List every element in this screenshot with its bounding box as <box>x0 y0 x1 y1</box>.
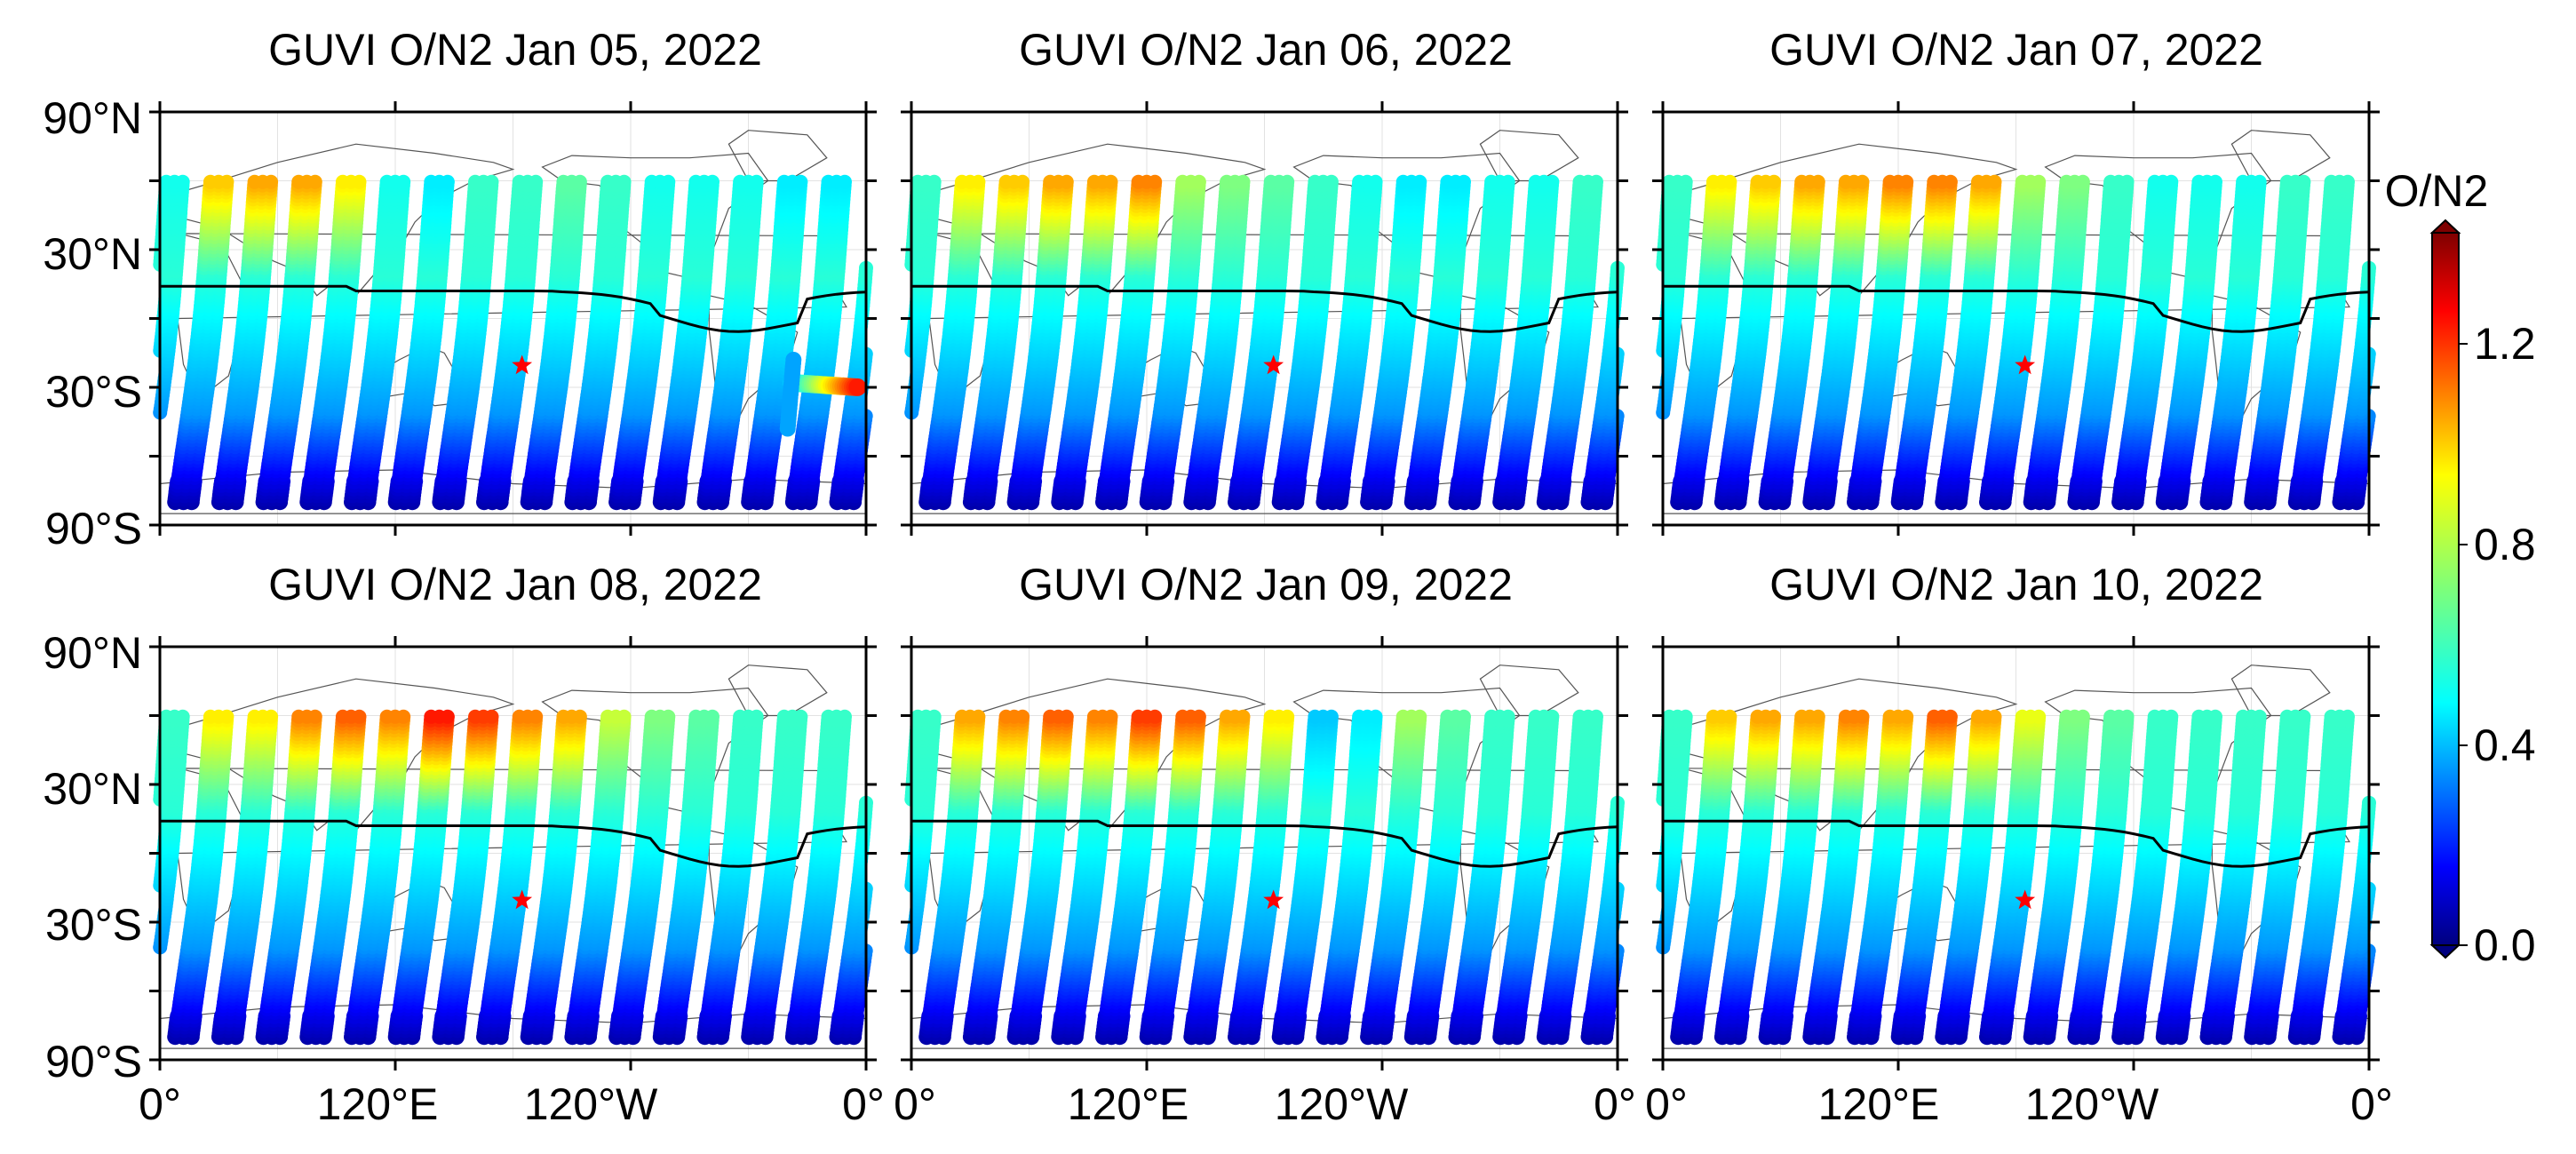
swath-point <box>616 174 632 189</box>
swath-point <box>219 174 235 189</box>
swath-point <box>352 174 367 189</box>
swath-point <box>749 174 764 189</box>
swath-point <box>785 352 802 368</box>
o-n2-swath-points <box>153 174 873 511</box>
panel-5-title: GUVI O/N2 Jan 09, 2022 <box>1019 560 1513 609</box>
swath-point <box>971 174 986 189</box>
swath-point <box>307 174 322 189</box>
swath-point <box>175 174 190 189</box>
swath-point <box>572 174 587 189</box>
swath-point <box>484 174 499 189</box>
swath-point <box>440 174 455 189</box>
panel-6-title: GUVI O/N2 Jan 10, 2022 <box>1769 560 2263 609</box>
swath-point <box>705 174 720 189</box>
swath-point <box>264 174 279 189</box>
swath-point <box>793 174 808 189</box>
swath-point <box>396 174 411 189</box>
panel-4-title: GUVI O/N2 Jan 08, 2022 <box>268 560 762 609</box>
coastline <box>159 469 867 514</box>
panel-1-title: GUVI O/N2 Jan 05, 2022 <box>268 25 762 75</box>
panel-2-title: GUVI O/N2 Jan 06, 2022 <box>1019 25 1513 75</box>
map-panel-jan-05 <box>149 101 877 536</box>
panel-3-title: GUVI O/N2 Jan 07, 2022 <box>1769 25 2263 75</box>
swath-point <box>661 174 676 189</box>
swath-point <box>529 174 544 189</box>
map-panel-jan-06 <box>901 101 1628 536</box>
swath-point <box>838 174 852 189</box>
swath-point <box>848 378 867 396</box>
